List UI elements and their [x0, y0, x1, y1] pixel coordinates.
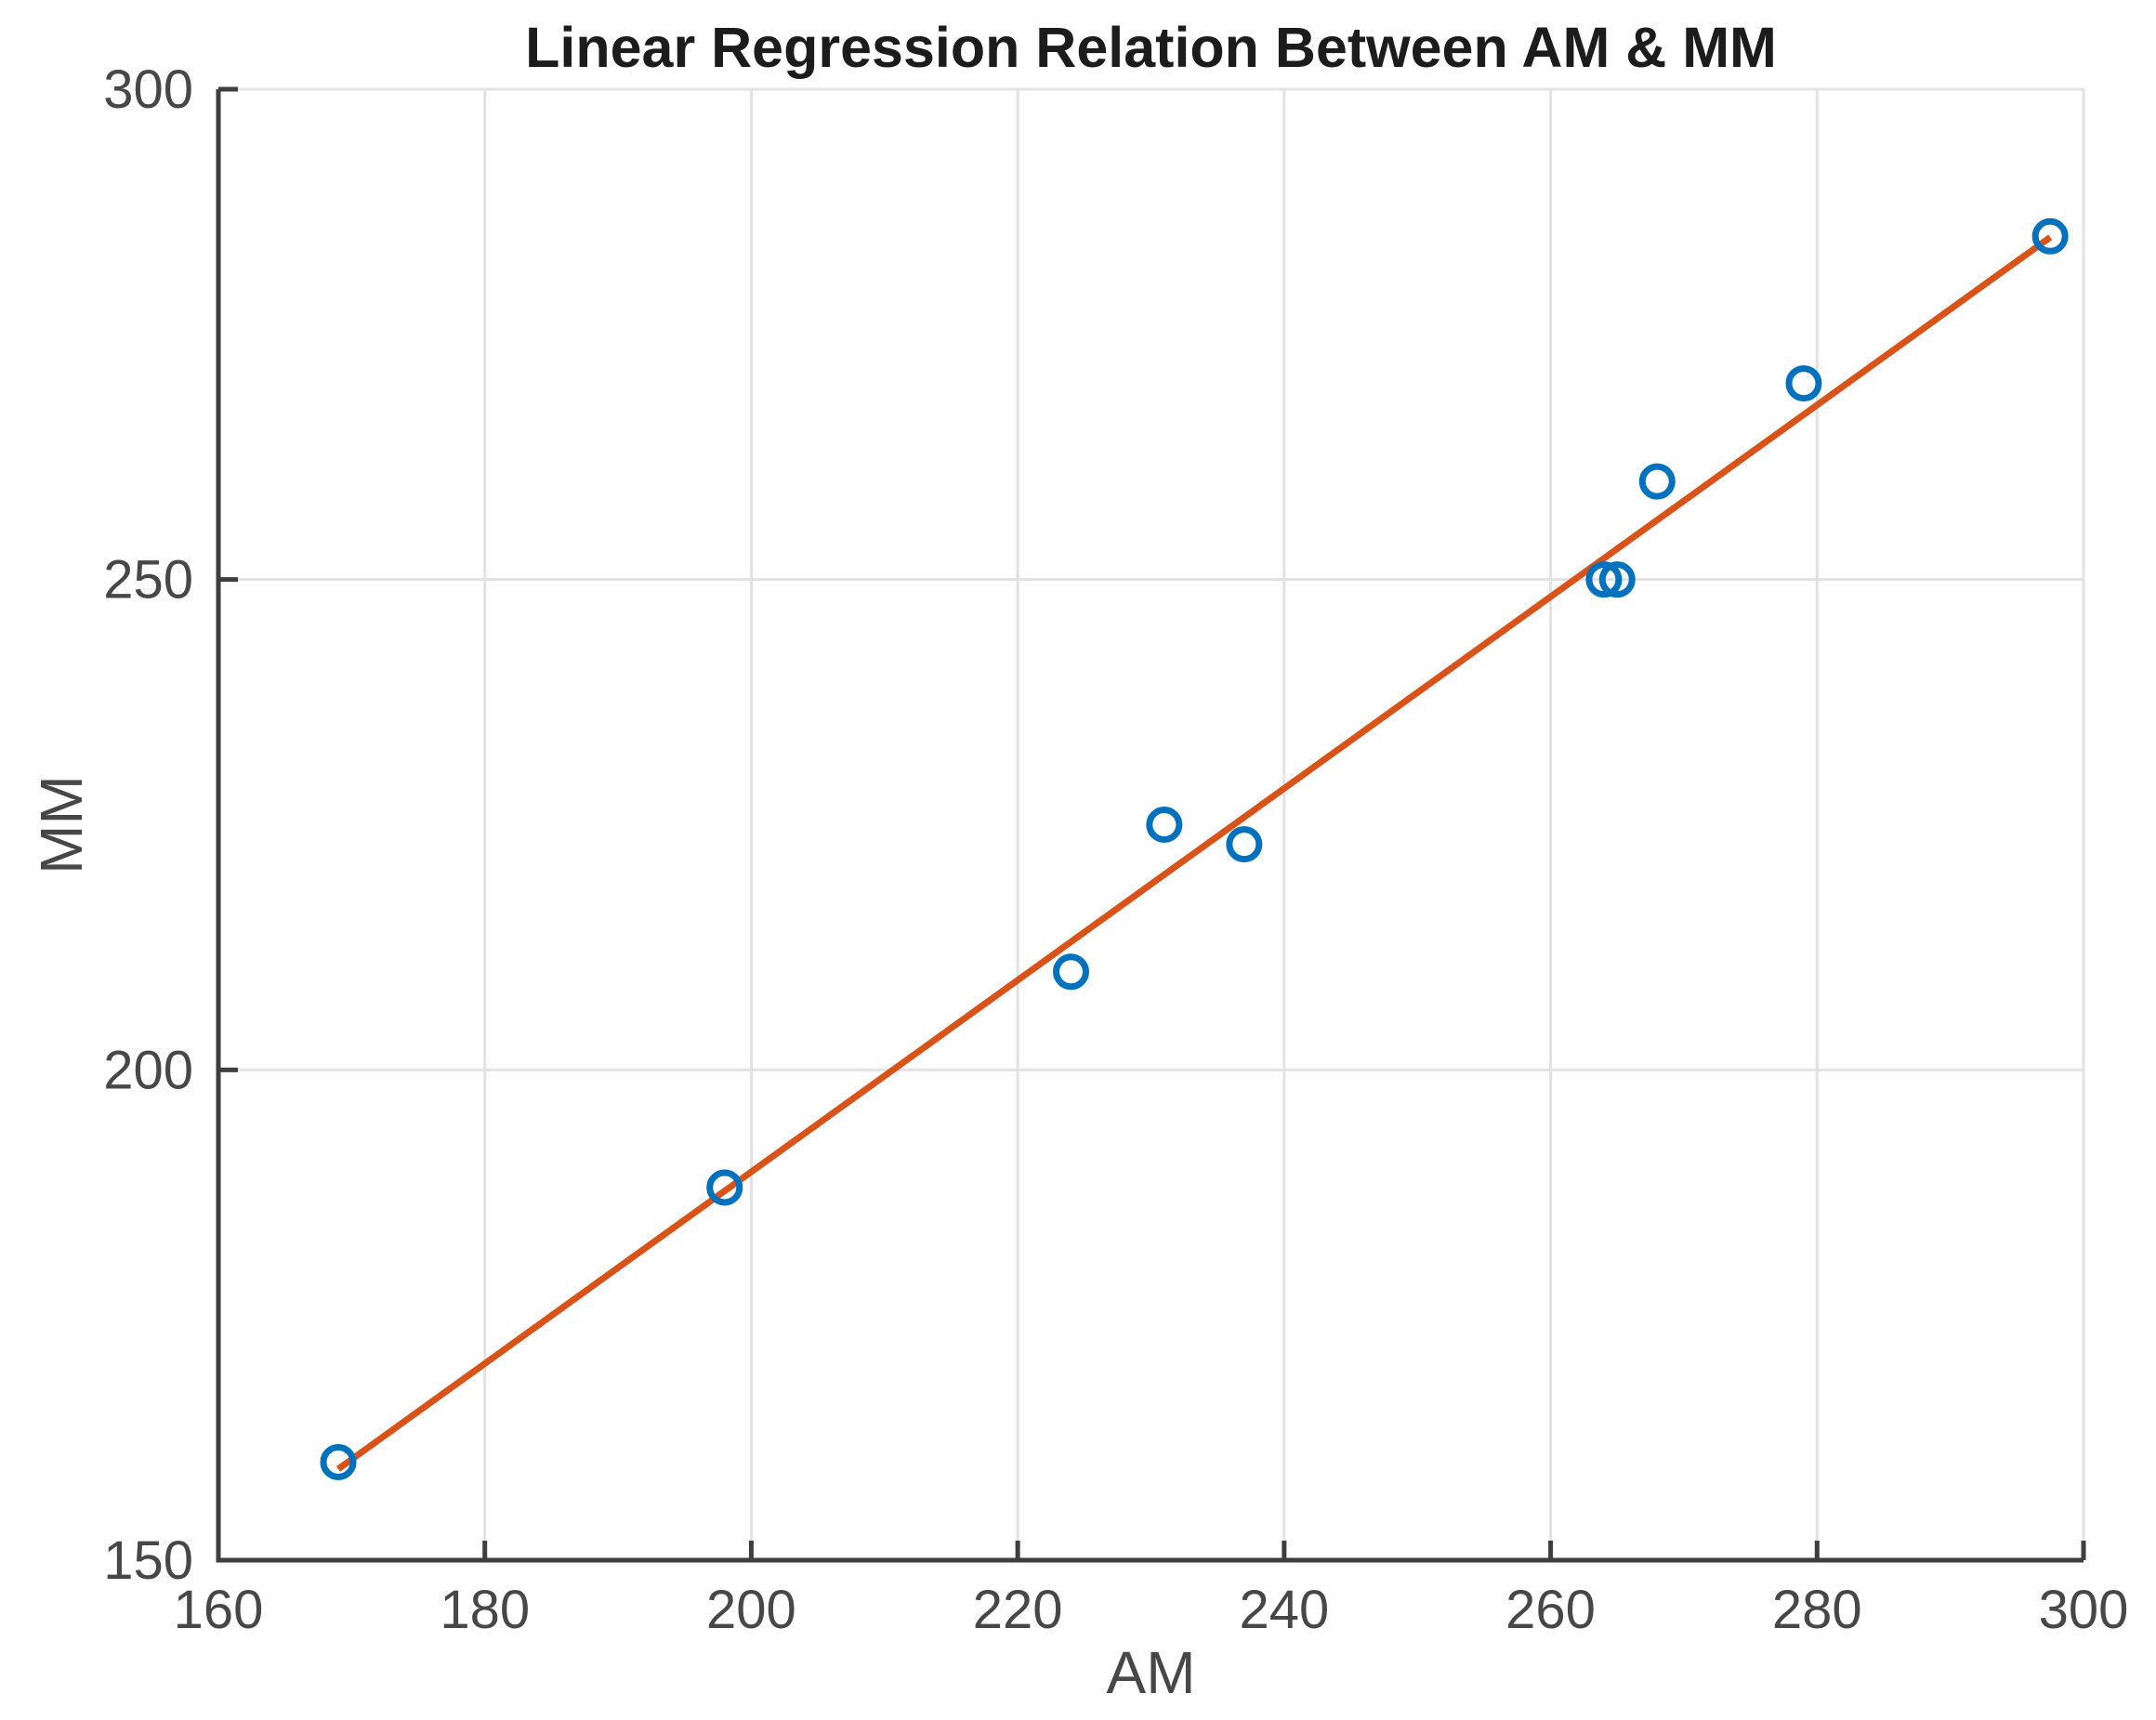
data-point-3	[1052, 953, 1089, 991]
y-axis-label: MM	[28, 775, 95, 874]
series-layer	[320, 217, 2069, 1480]
data-point-4	[1146, 807, 1183, 843]
data-point-6	[1585, 561, 1623, 598]
x-tick-label-260: 260	[1505, 1580, 1596, 1640]
y-tick-label-250: 250	[103, 550, 193, 611]
grid-layer	[218, 87, 2085, 1560]
x-tick-label-240: 240	[1239, 1580, 1329, 1640]
x-tick-label-200: 200	[706, 1580, 796, 1640]
data-point-8	[1638, 463, 1676, 500]
x-axis-label: AM	[1107, 1639, 1196, 1706]
data-point-1	[320, 1443, 357, 1480]
tick-label-layer: 160 180 200 220 240 260 280 300 150 200 250 300	[103, 59, 2128, 1640]
y-tick-label-150: 150	[103, 1530, 193, 1591]
x-tick-label-160: 160	[174, 1580, 264, 1640]
x-tick-label-280: 280	[1772, 1580, 1862, 1640]
x-tick-label-180: 180	[440, 1580, 530, 1640]
y-tick-label-200: 200	[103, 1040, 193, 1100]
x-tick-label-300: 300	[2039, 1580, 2129, 1640]
regression-fit	[335, 234, 2053, 1472]
tick-mark-layer	[216, 86, 2086, 1563]
data-point-7	[1598, 561, 1636, 598]
data-point-10	[2031, 217, 2069, 255]
data-point-2	[706, 1169, 743, 1206]
x-tick-label-220: 220	[973, 1580, 1063, 1640]
y-tick-label-300: 300	[103, 59, 193, 120]
data-point-9	[1785, 365, 1822, 402]
chart-title: Linear Regression Relation Between AM & …	[525, 16, 1777, 79]
data-point-5	[1226, 826, 1263, 863]
